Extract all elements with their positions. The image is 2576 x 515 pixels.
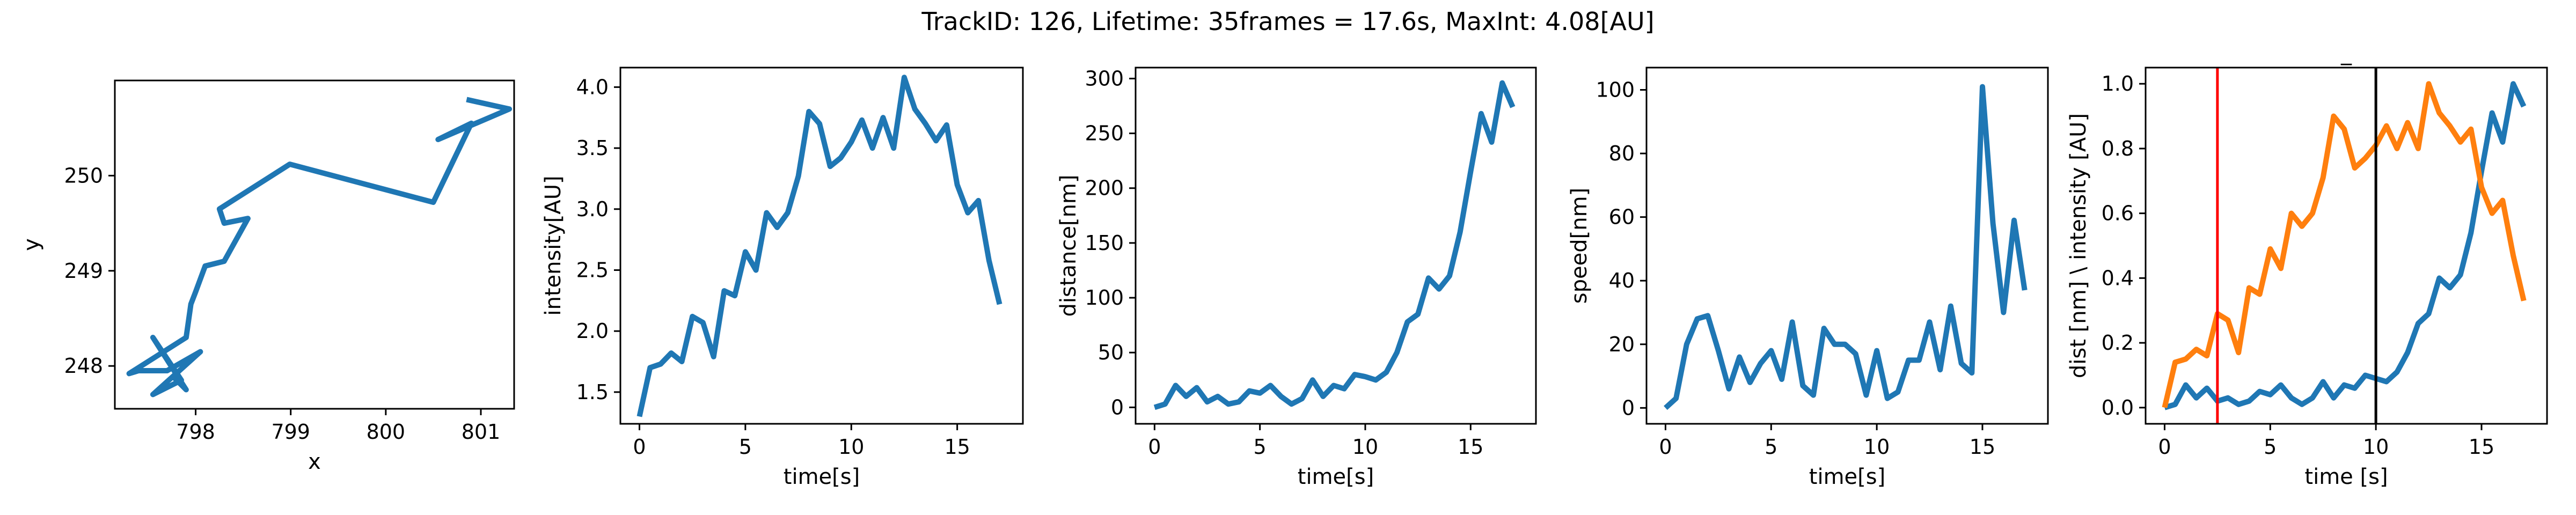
panel-distance: time[s] distance[nm] 0 5 10 150501001502002…: [1056, 67, 1537, 489]
xlabel: time[s]: [784, 465, 860, 489]
x-tick-label: 5: [739, 435, 752, 459]
y-tick-label: 1.5: [576, 380, 609, 404]
panel-trajectory: x y 798 799 800 801 248 249 250: [19, 79, 515, 474]
figure-title: TrackID: 126, Lifetime: 35frames = 17.6s…: [921, 7, 1654, 36]
y-tick-label: 3.0: [576, 197, 609, 221]
y-tick-label: 40: [1609, 269, 1635, 292]
data-line-series-1: [1153, 80, 1516, 410]
axes-frame: [114, 79, 515, 410]
x-tick-label: 0: [1659, 435, 1672, 459]
x-tick-label: 10: [838, 435, 864, 459]
y-tick-label: 0: [1111, 395, 1124, 419]
x-tick-label: 15: [1970, 435, 1995, 459]
x-tick-label: 5: [2264, 435, 2277, 459]
axes-frame: [619, 67, 1024, 425]
y-tick-label: 0.6: [2102, 202, 2134, 225]
x-tick-label: 0: [1148, 435, 1161, 459]
y-tick-label: 0.4: [2102, 266, 2134, 290]
y-tick-label: 50: [1098, 341, 1124, 364]
x-tick-label: 798: [176, 420, 215, 444]
x-tick-label: 5: [1765, 435, 1777, 459]
x-tick-label: 0: [2158, 435, 2171, 459]
y-tick-label: 80: [1609, 142, 1635, 165]
panel-normalized: time [s] dist [nm] \ intensity [AU] _ 0 5…: [2066, 41, 2548, 489]
ylabel: speed[nm]: [1567, 188, 1592, 304]
x-tick-label: 5: [1254, 435, 1267, 459]
y-tick-label: 250: [1085, 122, 1124, 145]
ylabel: y: [19, 238, 44, 251]
x-tick-label: 10: [1352, 435, 1378, 459]
xlabel: time [s]: [2304, 465, 2388, 489]
x-tick-label: 799: [271, 420, 310, 444]
y-tick-label: 248: [64, 354, 103, 378]
panel-title: _: [2340, 41, 2352, 65]
x-tick-label: 10: [2363, 435, 2389, 459]
x-tick-label: 10: [1864, 435, 1890, 459]
y-tick-label: 250: [64, 164, 103, 187]
x-tick-label: 801: [462, 420, 501, 444]
y-tick-label: 20: [1609, 333, 1635, 356]
y-tick-label: 0.0: [2102, 396, 2134, 420]
xlabel: x: [308, 450, 321, 474]
ylabel: distance[nm]: [1056, 174, 1081, 317]
y-tick-label: 1.0: [2102, 72, 2134, 95]
data-line-series-2: [2162, 81, 2527, 408]
y-tick-label: 2.0: [576, 319, 609, 343]
y-tick-label: 2.5: [576, 258, 609, 282]
xlabel: time[s]: [1298, 465, 1374, 489]
axes-frame: [1645, 67, 2049, 425]
data-line-series-1: [1664, 84, 2028, 410]
y-tick-label: 300: [1085, 67, 1124, 90]
x-tick-label: 15: [2469, 435, 2494, 459]
y-tick-label: 3.5: [576, 136, 609, 160]
x-tick-label: 800: [367, 420, 406, 444]
axes-frame: [1135, 67, 1537, 425]
axes-frame: [2145, 67, 2548, 425]
ylabel: intensity[AU]: [541, 175, 566, 315]
y-tick-label: 0.2: [2102, 331, 2134, 355]
data-line-series-1: [2163, 81, 2527, 410]
y-tick-label: 0: [1622, 396, 1635, 420]
y-tick-label: 60: [1609, 205, 1635, 229]
y-tick-label: 100: [1596, 78, 1635, 102]
ylabel: dist [nm] \ intensity [AU]: [2066, 113, 2091, 378]
xlabel: time[s]: [1809, 465, 1885, 489]
y-tick-label: 200: [1085, 176, 1124, 200]
x-tick-label: 15: [944, 435, 970, 459]
x-tick-label: 0: [633, 435, 646, 459]
panel-speed: time[s] speed[nm] 0 5 10 15 0 20 40 60 80 100: [1567, 67, 2049, 489]
data-line-series-1: [126, 97, 513, 398]
y-tick-label: 249: [64, 259, 103, 283]
x-tick-label: 15: [1458, 435, 1483, 459]
y-tick-label: 4.0: [576, 75, 609, 99]
y-tick-label: 0.8: [2102, 137, 2134, 160]
y-tick-label: 150: [1085, 231, 1124, 255]
panel-intensity: time[s] intensity[AU] 0 5 10 15 1.5 2.0 2.5 3.0…: [541, 67, 1024, 489]
y-tick-label: 100: [1085, 286, 1124, 310]
data-line-series-1: [636, 75, 1002, 417]
